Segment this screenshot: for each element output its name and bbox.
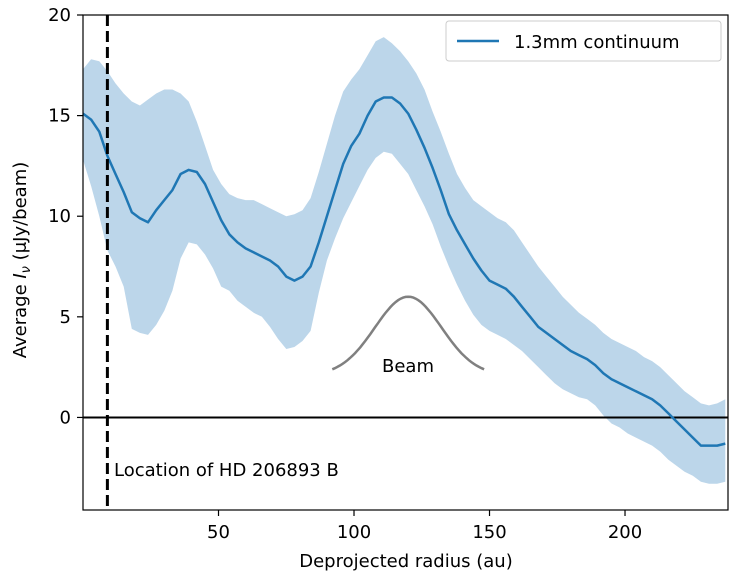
y-axis-ticks: 0 5 10 15 20 (48, 5, 83, 428)
uncertainty-band (83, 37, 726, 484)
legend: 1.3mm continuum (445, 20, 722, 62)
y-tick-label: 15 (48, 106, 71, 127)
beam-profile (331, 295, 485, 371)
x-tick-label: 50 (207, 522, 230, 543)
x-tick-label: 200 (608, 522, 642, 543)
series-line (82, 96, 726, 447)
y-tick-label: 10 (48, 206, 71, 227)
beam-label: Beam (382, 356, 434, 377)
x-tick-label: 100 (337, 522, 371, 543)
y-axis-label-prefix: Average (10, 279, 31, 359)
y-tick-label: 5 (60, 307, 71, 328)
x-axis-label: Deprojected radius (au) (299, 551, 512, 572)
legend-box (445, 20, 722, 62)
series-line-path (82, 96, 726, 447)
y-axis-label-symbol: I (10, 273, 31, 278)
uncertainty-band-area (83, 37, 726, 484)
legend-entry-label: 1.3mm continuum (514, 32, 680, 53)
beam-curve (331, 295, 485, 371)
x-tick-label: 150 (472, 522, 506, 543)
y-axis-label-suffix: (μJy/beam) (10, 162, 31, 266)
y-tick-label: 20 (48, 5, 71, 26)
y-tick-label: 0 (60, 407, 71, 428)
plot-frame-rect (82, 14, 729, 511)
y-axis-label-subscript: ν (19, 266, 34, 273)
x-axis-ticks: 50 100 150 200 (207, 510, 642, 543)
vline-label: Location of HD 206893 B (114, 460, 339, 481)
y-axis-label: Average Iν (μJy/beam) (10, 162, 34, 359)
plot-frame (82, 14, 729, 511)
